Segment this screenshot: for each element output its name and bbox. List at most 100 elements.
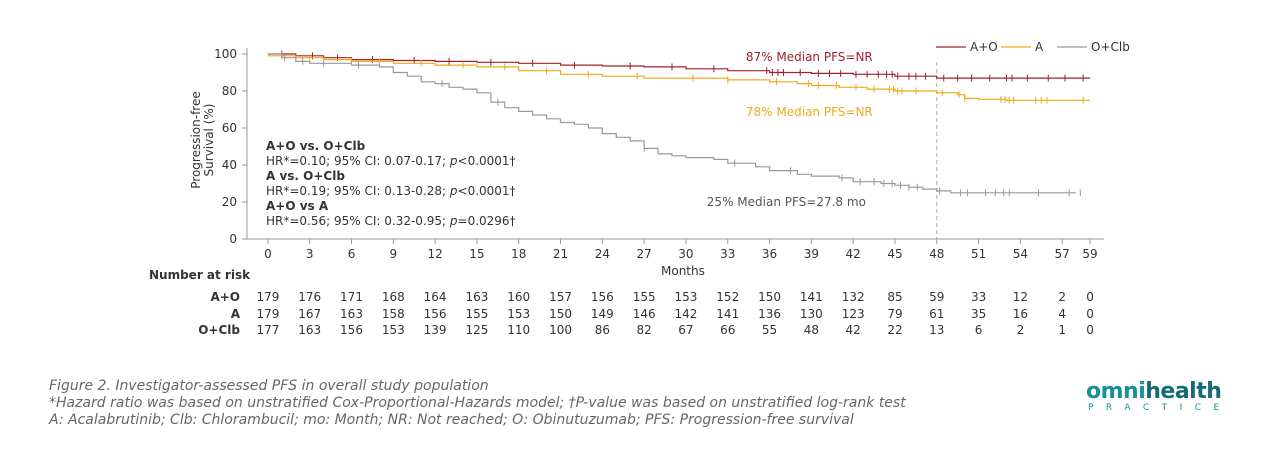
- risk-table-cell: 0: [1086, 307, 1094, 321]
- risk-table-cell: 130: [800, 307, 823, 321]
- risk-table-cell: 179: [256, 307, 279, 321]
- x-tick-label: 3: [306, 247, 314, 261]
- risk-table-cell: 163: [340, 307, 363, 321]
- caption-footnote: *Hazard ratio was based on unstratified …: [49, 395, 906, 412]
- logo-subtitle: PRACTICE: [1088, 403, 1232, 413]
- legend-label-ao: A+O: [970, 40, 998, 54]
- risk-table-cell: 171: [340, 290, 363, 304]
- y-tick-label: 20: [222, 195, 237, 209]
- hr-comparison-title: A+O vs A: [266, 199, 329, 213]
- x-tick-label: 51: [971, 247, 986, 261]
- risk-table-cell: 141: [716, 307, 739, 321]
- risk-table-cell: 163: [465, 290, 488, 304]
- risk-table-cell: 153: [507, 307, 530, 321]
- risk-table-cell: 179: [256, 290, 279, 304]
- x-tick-label: 57: [1055, 247, 1070, 261]
- risk-table-cell: 22: [887, 323, 902, 337]
- risk-table-cell: 35: [971, 307, 986, 321]
- x-tick-label: 6: [348, 247, 356, 261]
- x-tick-label: 21: [553, 247, 568, 261]
- x-tick-label: 48: [929, 247, 944, 261]
- risk-table-cell: 157: [549, 290, 572, 304]
- logo-wordmark: omnihealth: [1086, 379, 1221, 405]
- risk-table-cell: 42: [846, 323, 861, 337]
- risk-table-cell: 59: [929, 290, 944, 304]
- y-axis-label-line: Survival (%): [202, 104, 216, 177]
- risk-table-cell: 177: [256, 323, 279, 337]
- risk-row-label: A+O: [210, 290, 240, 304]
- x-tick-label: 9: [389, 247, 397, 261]
- x-tick-label: 59: [1082, 247, 1097, 261]
- y-axis-label-line: Progression-free: [189, 91, 203, 188]
- risk-table-cell: 86: [595, 323, 610, 337]
- figure-caption: Figure 2. Investigator-assessed PFS in o…: [49, 378, 906, 429]
- risk-table-cell: 139: [424, 323, 447, 337]
- x-tick-label: 24: [595, 247, 610, 261]
- legend-label-a: A: [1035, 40, 1044, 54]
- risk-row-label: A: [231, 307, 241, 321]
- annotation-a: 78% Median PFS=NR: [746, 105, 873, 119]
- risk-table-cell: 153: [382, 323, 405, 337]
- risk-table-cell: 61: [929, 307, 944, 321]
- risk-table-cell: 123: [842, 307, 865, 321]
- risk-table-cell: 158: [382, 307, 405, 321]
- y-tick-label: 0: [229, 232, 237, 246]
- annotation-ao: 87% Median PFS=NR: [746, 50, 873, 64]
- x-tick-label: 42: [846, 247, 861, 261]
- risk-table-cell: 1: [1058, 323, 1066, 337]
- risk-table-cell: 79: [887, 307, 902, 321]
- hr-comparison-stats: HR*=0.19; 95% CI: 0.13-0.28; p<0.0001†: [266, 184, 516, 198]
- caption-title: Figure 2. Investigator-assessed PFS in o…: [49, 378, 906, 395]
- risk-table-cell: 67: [678, 323, 693, 337]
- risk-row-label: O+Clb: [198, 323, 240, 337]
- risk-table-cell: 2: [1017, 323, 1025, 337]
- x-axis-label: Months: [661, 264, 705, 278]
- risk-table-cell: 136: [758, 307, 781, 321]
- risk-table-cell: 163: [298, 323, 321, 337]
- risk-table-cell: 155: [465, 307, 488, 321]
- risk-table-cell: 156: [424, 307, 447, 321]
- risk-table-title: Number at risk: [149, 268, 251, 282]
- hr-comparison-title: A vs. O+Clb: [266, 169, 345, 183]
- x-tick-label: 33: [720, 247, 735, 261]
- risk-table-cell: 142: [674, 307, 697, 321]
- risk-table-cell: 4: [1058, 307, 1066, 321]
- risk-table-cell: 2: [1058, 290, 1066, 304]
- y-axis-label: Progression-freeSurvival (%): [189, 91, 216, 188]
- x-tick-label: 36: [762, 247, 777, 261]
- x-tick-label: 27: [637, 247, 652, 261]
- risk-table-cell: 152: [716, 290, 739, 304]
- risk-table-cell: 12: [1013, 290, 1028, 304]
- hr-comparison-stats: HR*=0.56; 95% CI: 0.32-0.95; p=0.0296†: [266, 214, 516, 228]
- risk-table-cell: 150: [758, 290, 781, 304]
- risk-table-cell: 16: [1013, 307, 1028, 321]
- x-tick-label: 18: [511, 247, 526, 261]
- risk-table-cell: 155: [633, 290, 656, 304]
- risk-table-cell: 48: [804, 323, 819, 337]
- risk-table-cell: 100: [549, 323, 572, 337]
- hr-comparison-title: A+O vs. O+Clb: [266, 139, 366, 153]
- risk-table-cell: 55: [762, 323, 777, 337]
- risk-table-cell: 160: [507, 290, 530, 304]
- risk-table-cell: 141: [800, 290, 823, 304]
- x-tick-label: 0: [264, 247, 272, 261]
- risk-table-cell: 153: [674, 290, 697, 304]
- risk-table-cell: 0: [1086, 323, 1094, 337]
- caption-abbreviations: A: Acalabrutinib; Clb: Chlorambucil; mo:…: [49, 412, 906, 429]
- risk-table-cell: 85: [887, 290, 902, 304]
- hr-comparison-stats: HR*=0.10; 95% CI: 0.07-0.17; p<0.0001†: [266, 154, 516, 168]
- risk-table-cell: 66: [720, 323, 735, 337]
- risk-table-cell: 176: [298, 290, 321, 304]
- annotation-oclb: 25% Median PFS=27.8 mo: [707, 195, 866, 209]
- risk-table-cell: 13: [929, 323, 944, 337]
- risk-table-cell: 164: [424, 290, 447, 304]
- risk-table-cell: 150: [549, 307, 572, 321]
- risk-table-cell: 156: [591, 290, 614, 304]
- risk-table-cell: 82: [637, 323, 652, 337]
- y-tick-label: 40: [222, 158, 237, 172]
- risk-table-cell: 168: [382, 290, 405, 304]
- risk-table-cell: 110: [507, 323, 530, 337]
- risk-table-cell: 167: [298, 307, 321, 321]
- risk-table-cell: 146: [633, 307, 656, 321]
- x-tick-label: 39: [804, 247, 819, 261]
